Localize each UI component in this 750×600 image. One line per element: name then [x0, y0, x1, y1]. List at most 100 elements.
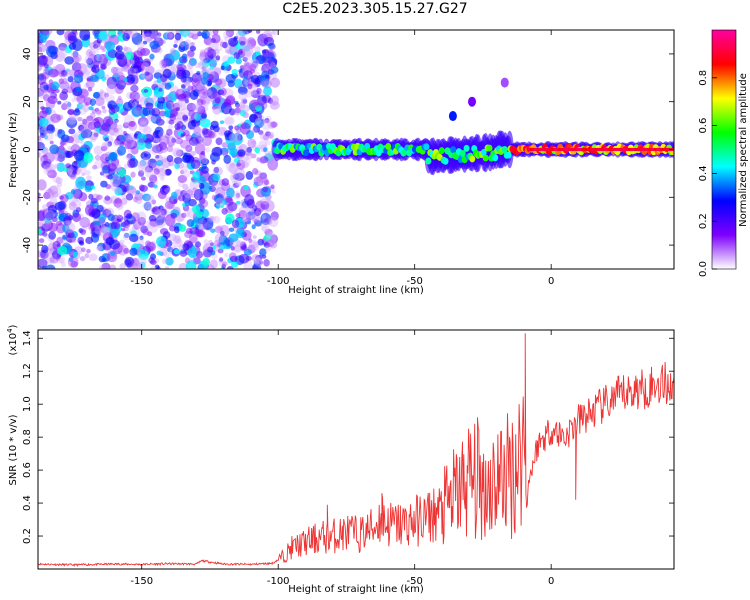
noise-blob	[117, 145, 127, 156]
noise-blob	[42, 154, 48, 160]
noise-blob	[236, 200, 241, 205]
noise-blob	[84, 185, 93, 193]
noise-blob	[243, 248, 252, 256]
noise-blob	[228, 37, 239, 47]
noise-blob	[104, 41, 116, 52]
noise-blob	[167, 124, 173, 130]
noise-blob	[89, 74, 99, 83]
noise-blob	[224, 48, 230, 54]
noise-blob	[186, 51, 195, 59]
noise-blob	[121, 228, 126, 232]
noise-blob	[242, 56, 248, 62]
noise-blob	[46, 124, 56, 134]
noise-blob	[72, 54, 82, 63]
noise-blob	[188, 110, 195, 117]
noise-blob	[86, 115, 94, 122]
noise-blob	[126, 74, 136, 84]
noise-blob	[164, 168, 172, 176]
noise-blob	[251, 263, 262, 269]
noise-blob	[67, 256, 79, 268]
noise-blob	[66, 105, 71, 110]
noise-blob	[38, 110, 48, 119]
noise-blob	[99, 227, 111, 239]
noise-blob	[192, 103, 199, 111]
noise-blob	[164, 266, 170, 269]
noise-blob	[254, 170, 262, 176]
noise-blob	[265, 239, 275, 247]
noise-blob	[123, 247, 130, 254]
noise-blob	[56, 162, 66, 173]
noise-blob	[235, 212, 241, 218]
noise-blob	[67, 168, 73, 175]
noise-blob	[217, 248, 224, 254]
snr-panel: -150 -100 -50 0 0.2 0.4 0.6 0.8 1.0 1.2 1.4 Heigh…	[6, 324, 675, 595]
noise-blob	[135, 93, 146, 103]
noise-blob	[155, 216, 166, 229]
noise-blob	[78, 240, 83, 245]
noise-blob	[96, 194, 103, 200]
noise-blob	[84, 55, 93, 65]
noise-blob	[224, 252, 229, 258]
noise-blob	[214, 233, 224, 244]
noise-blob	[138, 73, 146, 80]
noise-blob	[177, 93, 186, 102]
noise-blob	[175, 137, 184, 145]
noise-blob	[167, 141, 175, 148]
noise-blob	[93, 220, 101, 227]
noise-blob	[42, 218, 52, 230]
noise-blob	[153, 164, 165, 173]
noise-blob	[135, 197, 143, 205]
noise-blob	[190, 159, 201, 170]
noise-blob	[160, 58, 168, 67]
noise-blob	[121, 220, 131, 229]
noise-blob	[130, 264, 138, 269]
noise-blob	[143, 152, 148, 158]
noise-blob	[38, 136, 43, 143]
noise-blob	[198, 61, 205, 67]
noise-blob	[156, 116, 162, 123]
noise-blob	[251, 224, 256, 230]
noise-blob	[103, 124, 109, 130]
noise-blob	[196, 131, 201, 137]
noise-blob	[179, 139, 191, 149]
noise-blob	[150, 253, 157, 261]
noise-blob	[106, 76, 118, 90]
noise-blob	[99, 217, 106, 224]
noise-blob	[65, 192, 74, 200]
noise-blob	[185, 80, 191, 87]
noise-blob	[197, 105, 206, 115]
noise-blob	[150, 259, 157, 266]
noise-blob	[132, 73, 139, 78]
noise-blob	[140, 47, 151, 56]
noise-blob	[142, 202, 152, 210]
noise-blob	[94, 107, 100, 112]
noise-blob	[108, 124, 120, 137]
noise-blob	[59, 81, 70, 90]
noise-blob	[73, 74, 84, 84]
noise-blob	[255, 254, 263, 261]
noise-blob	[178, 44, 186, 53]
noise-blob	[102, 108, 107, 114]
noise-blob	[149, 143, 161, 155]
noise-blob	[193, 126, 201, 134]
noise-blob	[259, 172, 268, 180]
noise-blob	[245, 171, 254, 180]
noise-blob	[38, 238, 45, 244]
noise-blob	[214, 104, 221, 110]
noise-blob	[47, 188, 53, 194]
noise-blob	[267, 97, 274, 104]
noise-blob	[38, 136, 42, 142]
y-tick-label: 0	[22, 146, 33, 152]
noise-blob	[254, 46, 261, 53]
noise-blob	[213, 239, 221, 248]
noise-blob	[43, 191, 51, 200]
noise-blob	[156, 236, 167, 248]
noise-blob	[252, 241, 259, 248]
noise-blob	[61, 103, 68, 111]
noise-blob	[229, 255, 238, 263]
noise-blob	[212, 105, 222, 115]
snr-line	[38, 333, 674, 567]
noise-blob	[62, 100, 72, 109]
noise-blob	[39, 34, 48, 43]
noise-blob	[145, 149, 151, 155]
